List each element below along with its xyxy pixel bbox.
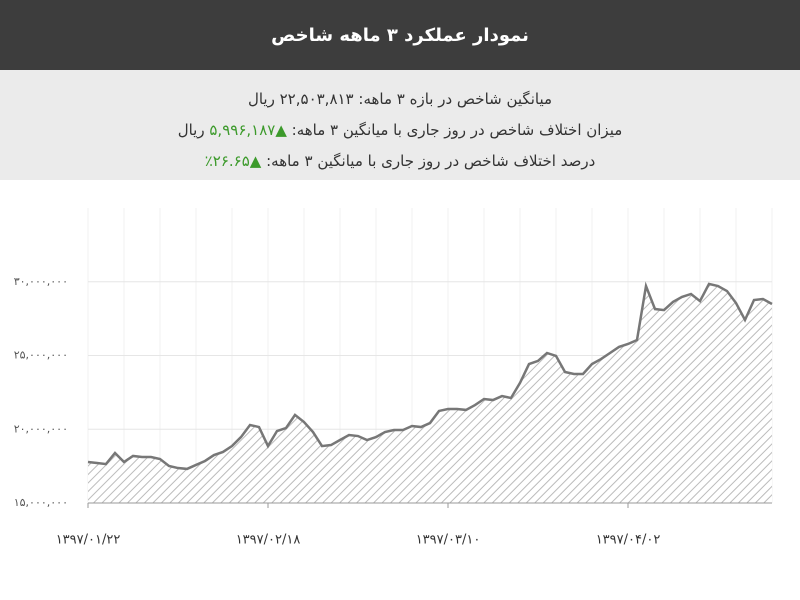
y-tick-label: ۳۰,۰۰۰,۰۰۰ bbox=[14, 275, 68, 288]
value: ▲۵,۹۹۶,۱۸۷ bbox=[209, 121, 287, 139]
unit: ریال bbox=[247, 90, 275, 108]
x-tick-label: ۱۳۹۷/۰۴/۰۲ bbox=[596, 533, 661, 548]
unit: ریال bbox=[177, 121, 205, 139]
x-tick-label: ۱۳۹۷/۰۱/۲۲ bbox=[56, 533, 121, 548]
x-tick-label: ۱۳۹۷/۰۳/۱۰ bbox=[416, 533, 481, 548]
y-tick-label: ۲۵,۰۰۰,۰۰۰ bbox=[14, 349, 68, 362]
label: میانگین شاخص در بازه ۳ ماهه: bbox=[358, 90, 553, 108]
header: نمودار عملکرد ۳ ماهه شاخص bbox=[0, 0, 800, 70]
x-tick-label: ۱۳۹۷/۰۲/۱۸ bbox=[236, 533, 301, 548]
y-tick-label: ۲۰,۰۰۰,۰۰۰ bbox=[14, 422, 68, 435]
summary-line: درصد اختلاف شاخص در روز جاری با میانگین … bbox=[0, 146, 800, 177]
area bbox=[88, 283, 772, 503]
summary-line: میانگین شاخص در بازه ۳ ماهه: ۲۲,۵۰۳,۸۱۳ … bbox=[0, 84, 800, 115]
summary: میانگین شاخص در بازه ۳ ماهه: ۲۲,۵۰۳,۸۱۳ … bbox=[0, 70, 800, 180]
summary-line: میزان اختلاف شاخص در روز جاری با میانگین… bbox=[0, 115, 800, 146]
label: میزان اختلاف شاخص در روز جاری با میانگین… bbox=[291, 121, 623, 139]
value: ▲۲۶.۶۵٪ bbox=[204, 152, 262, 170]
value: ۲۲,۵۰۳,۸۱۳ bbox=[279, 90, 354, 108]
line bbox=[87, 281, 773, 471]
label: درصد اختلاف شاخص در روز جاری با میانگین … bbox=[266, 152, 596, 170]
y-tick-label: ۱۵,۰۰۰,۰۰۰ bbox=[14, 496, 68, 509]
title: نمودار عملکرد ۳ ماهه شاخص bbox=[271, 24, 529, 46]
chart: ۱۵,۰۰۰,۰۰۰ ۲۰,۰۰۰,۰۰۰ ۲۵,۰۰۰,۰۰۰ ۳۰,۰۰۰,۰۰۰… bbox=[14, 208, 773, 548]
